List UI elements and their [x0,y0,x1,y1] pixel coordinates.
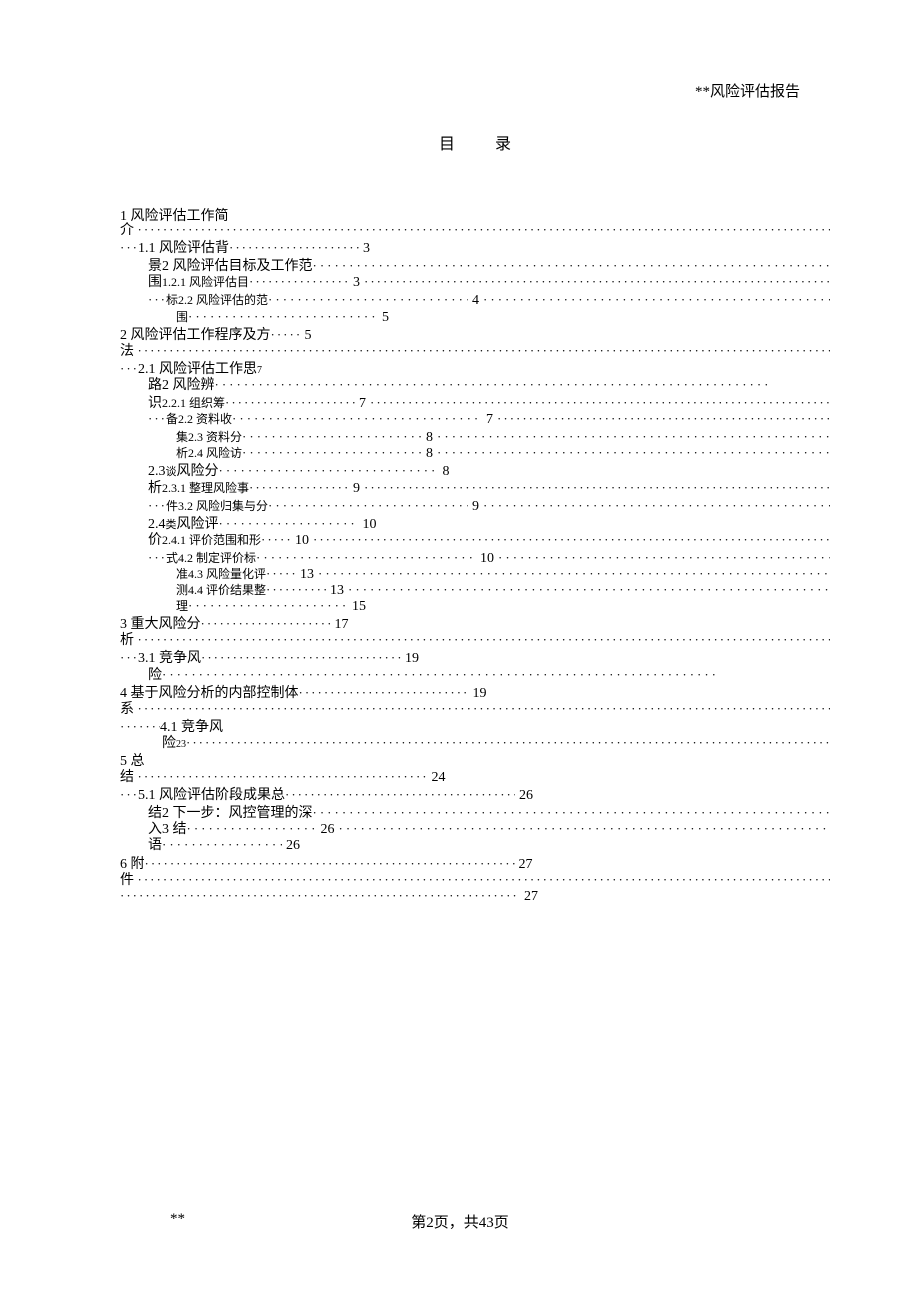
toc-item: 4 基于风险分析的内部控制体 19 系 [120,688,830,720]
footer-left: ** [170,1211,185,1228]
report-header: **风险评估报告 [695,80,800,101]
toc-item: 3.1 竞争风 19 险 [120,653,830,685]
page-footer: ** 第2页，共43页 [0,1211,920,1232]
toc-title: 目录 [120,130,830,154]
toc-item: 集2.3 资料分8 析2.4 风险访8 [120,432,830,464]
toc-item: 件3.2 风险归集与分9 [120,501,830,517]
toc-item: 识2.2.1 组织筹7 备2.2 资料收 7 [120,398,830,430]
toc-item: 4.1 竞争风 险23 [120,722,830,754]
toc-item: 6 附 27 件 27 [120,859,830,907]
toc-item: 1.1 风险评估背 3 [120,243,830,259]
toc-item: 2.3谈风险分8 析2.3.1 整理风险事9 [120,466,830,498]
toc-item: 式4.2 制定评价标10 准4.3 风险量化评13 测4.4 评价结果整13 理… [120,553,830,617]
toc-item: 2 风险评估工作程序及方 5 法 [120,330,830,362]
toc-item: 2.1 风险评估工作思7 路2 风险辨 [120,364,830,396]
toc-item: 5 总 结 24 [120,756,830,788]
toc-item: 结2 下一步：风控管理的深 入3 结26 语26 [120,808,830,856]
toc-item: 景2 风险评估目标及工作范 围1.2.1 风险评估目3 [120,261,830,293]
toc-item: 5.1 风险评估阶段成果总 26 [120,790,830,806]
footer-page-number: 第2页，共43页 [0,1211,920,1232]
toc-item: 3 重大风险分 17 析 [120,619,830,651]
toc-item: 2.4类风险评10 价2.4.1 评价范围和形10 [120,519,830,551]
toc-item: 1 风险评估工作简 介 [120,209,830,241]
toc-item: 标2.2 风险评估的范4 围5 [120,295,830,327]
table-of-contents: 1 风险评估工作简 介 1.1 风险评估背 3 景2 风险评估目标及工作范 围1… [120,209,830,907]
